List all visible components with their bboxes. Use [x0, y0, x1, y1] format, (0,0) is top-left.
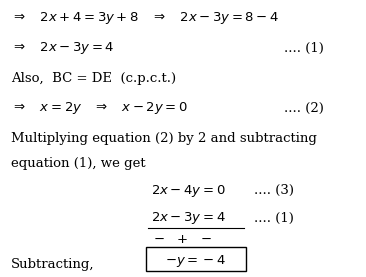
Text: Also,  BC = DE  (c.p.c.t.): Also, BC = DE (c.p.c.t.): [11, 72, 176, 85]
Text: Subtracting,: Subtracting,: [11, 258, 95, 271]
Text: $-$   $+$   $-$: $-$ $+$ $-$: [153, 234, 212, 247]
Text: .... (1): .... (1): [284, 42, 324, 55]
Bar: [146, 247, 246, 271]
Text: $-y = -4$: $-y = -4$: [165, 253, 227, 268]
Text: .... (3): .... (3): [254, 184, 294, 197]
Text: .... (1): .... (1): [254, 212, 294, 225]
Text: $\Rightarrow$   $x = 2y$   $\Rightarrow$   $x - 2y = 0$: $\Rightarrow$ $x = 2y$ $\Rightarrow$ $x …: [11, 100, 188, 116]
Text: equation (1), we get: equation (1), we get: [11, 157, 146, 170]
Text: $\Rightarrow$   $2x - 3y = 4$: $\Rightarrow$ $2x - 3y = 4$: [11, 40, 115, 56]
Text: .... (2): .... (2): [284, 102, 324, 115]
Text: Multiplying equation (2) by 2 and subtracting: Multiplying equation (2) by 2 and subtra…: [11, 132, 317, 145]
Text: $2x - 3y = 4$: $2x - 3y = 4$: [151, 210, 226, 226]
Text: $2x - 4y = 0$: $2x - 4y = 0$: [151, 183, 225, 199]
Text: $\Rightarrow$   $2x + 4 = 3y + 8$   $\Rightarrow$   $2x - 3y = 8 - 4$: $\Rightarrow$ $2x + 4 = 3y + 8$ $\Righta…: [11, 10, 279, 26]
